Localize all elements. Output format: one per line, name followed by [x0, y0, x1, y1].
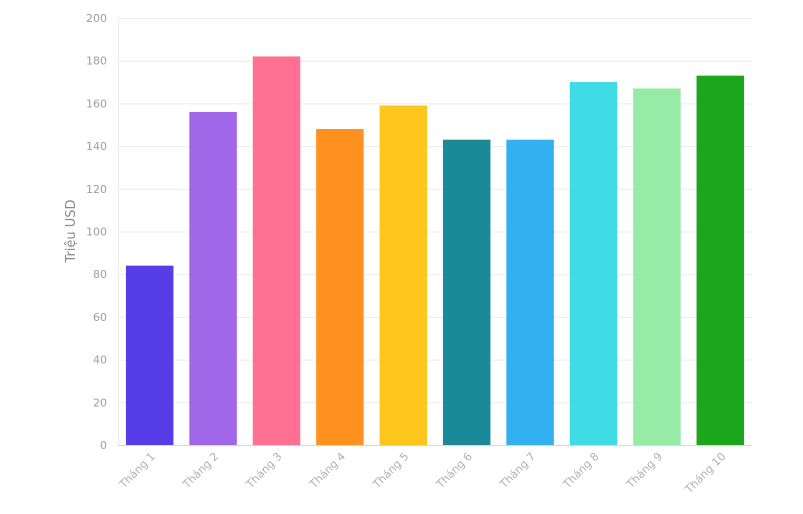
bars	[125, 56, 745, 446]
bar-9[interactable]	[633, 88, 681, 445]
y-tick-label: 20	[93, 396, 107, 409]
y-tick-label: 60	[93, 311, 107, 324]
x-tick-label: Tháng 6	[433, 450, 475, 492]
y-tick-label: 200	[86, 12, 107, 25]
y-axis-title: Triệu USD	[64, 199, 79, 263]
x-axis-ticks: Tháng 1 Tháng 2 Tháng 3 Tháng 4 Tháng 5 Tháng…	[116, 450, 728, 497]
y-tick-label: 80	[93, 268, 107, 281]
bar-3[interactable]	[252, 56, 301, 446]
bar-8[interactable]	[569, 82, 618, 446]
x-tick-label: Tháng 10	[682, 450, 729, 497]
bar-4[interactable]	[316, 129, 364, 445]
y-tick-label: 140	[86, 140, 107, 153]
bar-5[interactable]	[379, 105, 428, 445]
bar-10[interactable]	[696, 75, 745, 446]
y-tick-label: 180	[86, 55, 107, 68]
x-tick-label: Tháng 5	[370, 450, 412, 492]
x-tick-label: Tháng 9	[623, 450, 665, 492]
x-tick-label: Tháng 7	[497, 450, 539, 492]
y-tick-label: 100	[86, 226, 107, 239]
x-tick-label: Tháng 8	[560, 450, 602, 492]
x-tick-label: Tháng 4	[306, 450, 348, 492]
bar-2[interactable]	[189, 111, 237, 445]
x-tick-label: Tháng 2	[180, 450, 222, 492]
y-tick-label: 120	[86, 183, 107, 196]
y-axis-ticks: 0 20 40 60 80 100 120 140 160 180 200	[86, 12, 107, 452]
y-tick-label: 160	[86, 97, 107, 110]
bar-6[interactable]	[442, 139, 491, 445]
y-tick-label: 0	[100, 439, 107, 452]
x-tick-label: Tháng 1	[116, 450, 158, 492]
bar-1[interactable]	[125, 265, 174, 445]
bar-7[interactable]	[506, 139, 554, 445]
x-tick-label: Tháng 3	[243, 450, 285, 492]
y-tick-label: 40	[93, 354, 107, 367]
